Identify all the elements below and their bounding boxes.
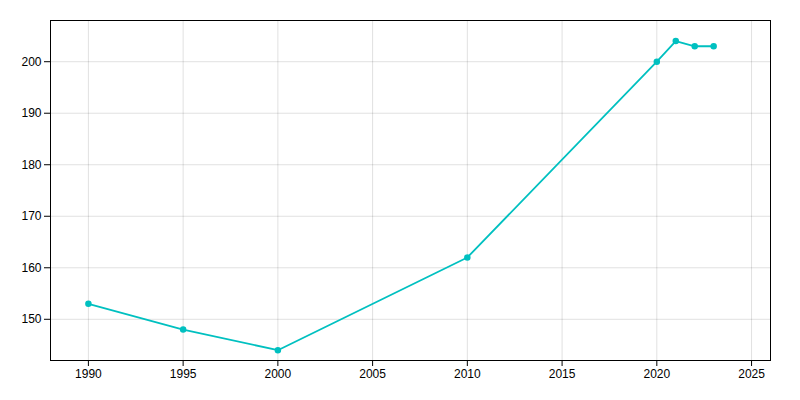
svg-text:2010: 2010 <box>454 367 481 381</box>
svg-text:170: 170 <box>21 209 41 223</box>
svg-text:200: 200 <box>21 55 41 69</box>
svg-text:2020: 2020 <box>643 367 670 381</box>
svg-text:190: 190 <box>21 106 41 120</box>
svg-text:150: 150 <box>21 312 41 326</box>
svg-text:160: 160 <box>21 261 41 275</box>
svg-text:2000: 2000 <box>265 367 292 381</box>
svg-text:2015: 2015 <box>549 367 576 381</box>
svg-text:180: 180 <box>21 158 41 172</box>
svg-text:1995: 1995 <box>170 367 197 381</box>
svg-text:1990: 1990 <box>75 367 102 381</box>
svg-text:2025: 2025 <box>738 367 765 381</box>
svg-text:2005: 2005 <box>359 367 386 381</box>
